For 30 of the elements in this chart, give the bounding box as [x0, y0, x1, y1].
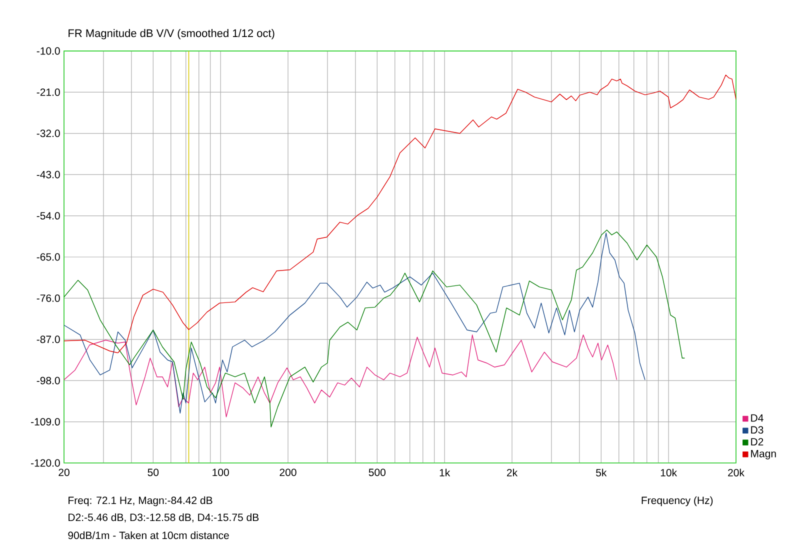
y-tick-label: -21.0	[36, 88, 60, 96]
y-tick-label: -32.0	[36, 130, 60, 138]
x-tick-label: 20k	[728, 468, 744, 476]
text: Freq: 72.1 Hz, Magn:-84.42 dB	[68, 496, 212, 506]
x-tick-label: 100	[212, 468, 229, 476]
y-tick-label: -10.0	[36, 47, 60, 55]
legend-label: Magn	[751, 450, 776, 460]
x-tick-label: 50	[148, 468, 159, 476]
x-tick-label: 20	[58, 468, 70, 476]
y-tick-label: -109.0	[31, 418, 60, 426]
x-tick-label: 500	[368, 468, 386, 476]
legend-label: D4	[751, 414, 764, 422]
y-tick-label: -43.0	[36, 170, 60, 178]
y-tick-label: -54.0	[36, 212, 60, 220]
legend-label: D3	[751, 426, 764, 434]
y-tick-label: -87.0	[36, 336, 60, 344]
y-tick-label: -65.0	[36, 253, 60, 261]
x-tick-label: 1k	[440, 468, 450, 476]
x-tick-label: 5k	[596, 468, 607, 476]
x-axis-title: Frequency (Hz)	[642, 496, 713, 506]
y-tick-label: -120.0	[31, 459, 60, 467]
chart-title: FR Magnitude dB V/V (smoothed 1/12 oct)	[68, 29, 274, 40]
y-tick-label: -98.0	[36, 376, 60, 384]
x-tick-label: 10k	[660, 468, 678, 476]
text: 90dB/1m - Taken at 10cm distance	[68, 531, 229, 540]
legend-label: D2	[751, 438, 764, 446]
x-tick-label: 200	[280, 468, 296, 476]
y-tick-label: -76.0	[36, 294, 60, 302]
x-tick-label: 2k	[506, 468, 518, 476]
text: D2:-5.46 dB, D3:-12.58 dB, D4:-15.75 dB	[68, 513, 259, 522]
